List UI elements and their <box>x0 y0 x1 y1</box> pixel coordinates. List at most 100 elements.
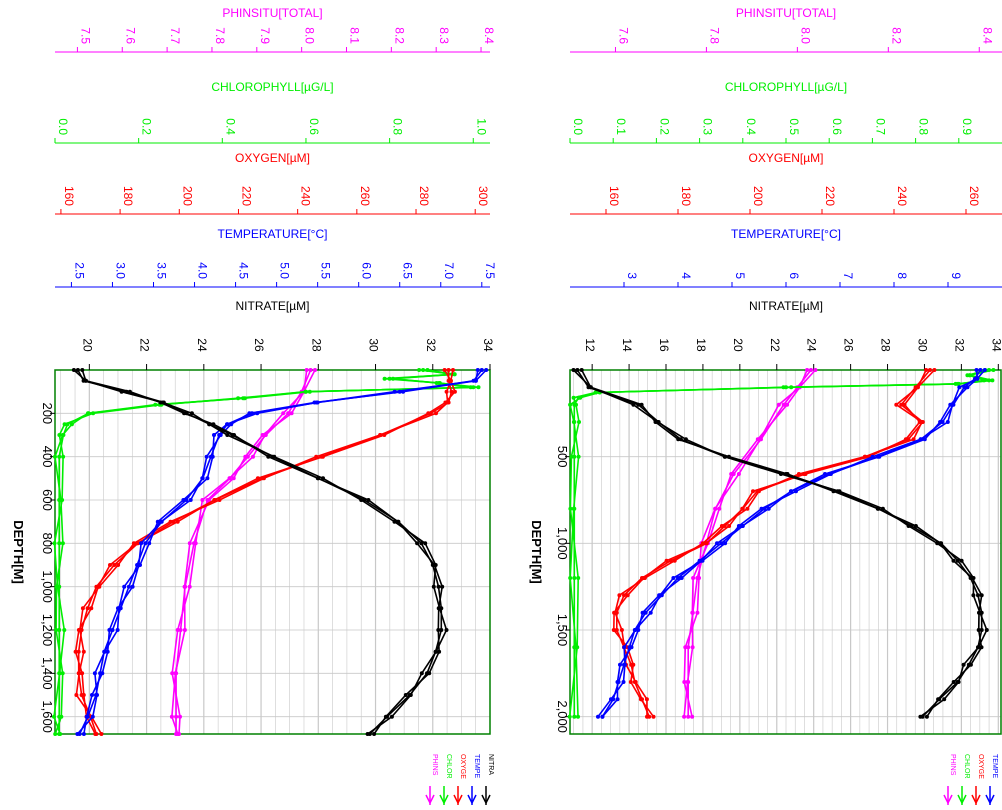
nitrate-point <box>979 593 984 598</box>
phinsitu-line <box>171 369 316 735</box>
phinsitu-tick-label: 7.9 <box>258 27 272 44</box>
phinsitu-line <box>175 369 312 734</box>
nitrate-tick-label: 32 <box>424 338 438 352</box>
phinsitu-point <box>717 506 722 511</box>
nitrate-point <box>419 541 424 546</box>
oxygen-point <box>217 498 222 502</box>
temperature-point <box>719 541 724 546</box>
phinsitu-tick-label: 8.0 <box>798 27 812 44</box>
phinsitu-point <box>308 368 313 372</box>
chlorophyll-point <box>69 422 74 427</box>
depth-tick-label: 1,400 <box>40 657 55 690</box>
phinsitu-point <box>174 714 179 719</box>
temperature-point <box>84 714 89 719</box>
oxygen-scale-axis: 160 180 200 220 240 260 <box>570 186 1002 215</box>
temperature-tick-label: 7.0 <box>442 262 456 279</box>
oxygen-point <box>751 489 755 494</box>
temperature-point <box>699 558 704 563</box>
nitrate-point <box>918 714 923 719</box>
phinsitu-line <box>683 369 816 717</box>
phinsitu-point <box>697 576 701 580</box>
temperature-point <box>116 606 120 611</box>
temperature-point <box>671 576 676 580</box>
oxygen-point <box>641 576 646 580</box>
chlorophyll-tick-label: 0.5 <box>787 118 801 135</box>
nitrate-point <box>75 368 80 372</box>
temperature-point <box>609 697 613 702</box>
temperature-point <box>723 541 728 546</box>
chlorophyll-point <box>153 402 158 407</box>
nitrate-point <box>956 680 961 684</box>
oxygen-tick-label: 180 <box>679 186 693 206</box>
temperature-point <box>75 732 80 736</box>
temperature-point <box>473 378 478 383</box>
temperature-point <box>657 593 662 598</box>
nitrate-point <box>366 498 371 502</box>
phinsitu-point <box>776 402 781 407</box>
temperature-tick-label: 9 <box>949 272 963 279</box>
chlorophyll-point <box>572 454 577 459</box>
phinsitu-point <box>251 454 255 459</box>
legend-label-temperature: TEMPE <box>991 754 998 778</box>
depth-axis-label: DEPTH[M] <box>529 520 544 584</box>
temperature-point <box>181 498 186 502</box>
nitrate-point <box>571 368 576 372</box>
nitrate-point <box>979 645 984 650</box>
nitrate-point <box>977 610 981 615</box>
temperature-point <box>679 576 684 580</box>
temperature-point <box>788 489 793 494</box>
legend-arrowhead-temperature <box>467 794 477 805</box>
chlorophyll-point <box>59 714 64 719</box>
nitrate-point <box>419 671 424 676</box>
nitrate-point <box>272 454 277 459</box>
phinsitu-point <box>170 671 175 676</box>
oxygen-tick-label: 180 <box>121 186 135 206</box>
nitrate-point <box>653 420 658 424</box>
oxygen-point <box>614 628 619 632</box>
chlorophyll-tick-label: 1.0 <box>474 118 488 135</box>
oxygen-point <box>255 476 260 481</box>
temperature-point <box>615 697 620 702</box>
chlorophyll-point <box>60 433 65 437</box>
nitrate-point <box>439 628 444 632</box>
oxygen-point <box>446 368 451 372</box>
nitrate-point <box>831 489 836 494</box>
oxygen-point <box>76 628 81 632</box>
oxygen-point <box>452 389 457 394</box>
chlorophyll-line <box>58 369 474 734</box>
temperature-point <box>715 541 719 546</box>
chlorophyll-point <box>967 373 972 378</box>
temperature-point <box>766 506 771 511</box>
chlorophyll-point <box>452 372 457 377</box>
depth-tick-label: 2,000 <box>555 700 570 733</box>
phinsitu-point <box>690 610 695 615</box>
phinsitu-point <box>281 411 286 416</box>
nitrate-point <box>971 593 976 598</box>
oxygen-point <box>89 606 94 611</box>
temperature-point <box>105 649 110 654</box>
oxygen-point <box>96 584 101 589</box>
temperature-point <box>312 400 317 405</box>
chlorophyll-point <box>52 714 56 719</box>
oxygen-point <box>727 524 732 528</box>
nitrate-scale-title: NITRATE[µM] <box>749 299 823 313</box>
chlorophyll-point <box>990 378 995 383</box>
phinsitu-point <box>695 610 700 615</box>
nitrate-point <box>437 649 442 654</box>
oxygen-point <box>382 433 387 437</box>
nitrate-tick-label: 20 <box>731 338 745 352</box>
phinsitu-point <box>260 433 265 437</box>
nitrate-tick-label: 22 <box>768 338 782 352</box>
oxygen-point <box>80 606 85 611</box>
nitrate-point <box>359 498 364 502</box>
legend-arrowhead-temperature <box>985 794 995 805</box>
chlorophyll-point <box>52 541 57 546</box>
oxygen-tick-label: 160 <box>62 186 76 206</box>
temperature-tick-label: 6 <box>787 272 801 279</box>
temperature-point <box>107 628 112 632</box>
oxygen-point <box>426 411 431 416</box>
oxygen-tick-label: 260 <box>358 186 372 206</box>
nitrate-point <box>427 671 432 676</box>
nitrate-point <box>639 402 644 407</box>
